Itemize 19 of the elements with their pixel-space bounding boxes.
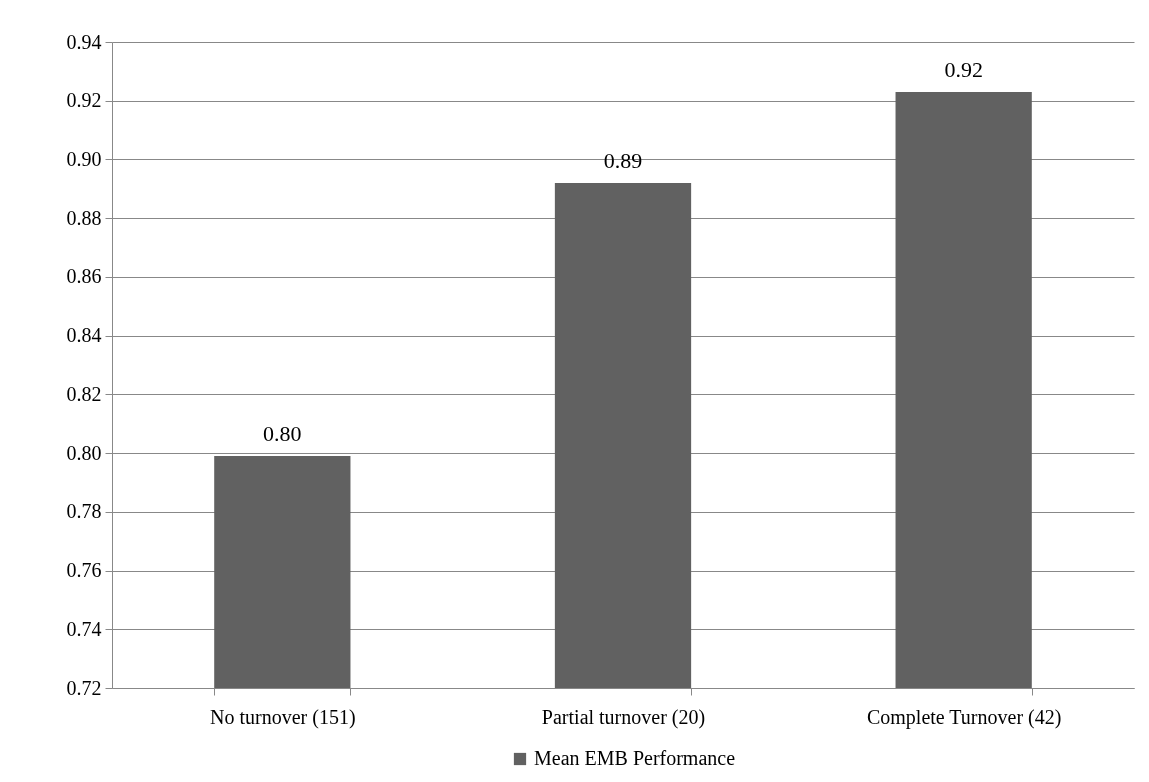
- y-tick-label: 0.94: [66, 30, 102, 53]
- y-tick-label: 0.88: [66, 206, 102, 229]
- legend-label: Mean EMB Performance: [534, 747, 736, 769]
- x-tick-label: Complete Turnover (42): [866, 705, 1062, 729]
- data-label: 0.92: [944, 56, 983, 82]
- y-tick-label: 0.74: [66, 617, 102, 640]
- y-tick-label: 0.84: [66, 324, 102, 347]
- y-tick-label: 0.76: [66, 559, 102, 582]
- x-tick-label: Partial turnover (20): [541, 705, 706, 729]
- y-tick-label: 0.80: [66, 441, 102, 464]
- data-label: 0.89: [603, 147, 643, 173]
- y-tick-label: 0.90: [66, 147, 102, 170]
- y-tick-label: 0.82: [66, 382, 102, 405]
- y-tick-label: 0.86: [66, 265, 102, 288]
- y-tick-label: 0.92: [66, 89, 102, 112]
- data-label: 0.80: [263, 421, 302, 447]
- y-tick-label: 0.78: [66, 500, 102, 523]
- x-tick-label: No turnover (151): [210, 705, 356, 729]
- y-tick-label: 0.72: [66, 676, 102, 699]
